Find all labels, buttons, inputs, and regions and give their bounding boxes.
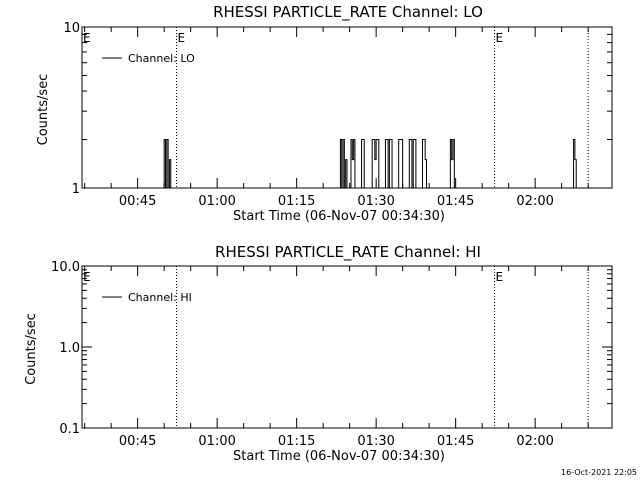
x-tick-label: 00:45: [119, 434, 156, 449]
generation-timestamp: 16-Oct-2021 22:05: [561, 468, 637, 477]
hi-legend-label: Channel: HI: [128, 291, 192, 304]
lo-y-axis: 1 10: [63, 21, 612, 197]
hi-y-axis-label: Counts/sec: [24, 313, 39, 385]
event-marker-label: E: [496, 31, 504, 45]
x-tick-label: 01:00: [198, 434, 235, 449]
lo-legend: Channel: LO: [102, 52, 195, 65]
lo-chart-title: RHESSI PARTICLE_RATE Channel: LO: [213, 3, 483, 22]
y-tick-label: 1.0: [59, 341, 80, 356]
hi-x-axis: 00:45 01:00 01:15 01:30 01:45 02:00: [84, 266, 589, 449]
hi-event-lines: E: [176, 266, 589, 428]
x-tick-label: 02:00: [516, 434, 553, 449]
lo-edge-marker: E: [83, 31, 91, 45]
lo-y-axis-label: Counts/sec: [36, 74, 51, 146]
x-tick-label: 01:45: [437, 434, 474, 449]
hi-y-axis: 0.1 1.0 10.0: [51, 260, 612, 437]
x-tick-label: 01:45: [437, 194, 474, 209]
y-tick-label: 0.1: [59, 422, 80, 437]
lo-x-axis-label: Start Time (06-Nov-07 00:34:30): [233, 209, 445, 224]
lo-channel-panel: RHESSI PARTICLE_RATE Channel: LO 1 10 00:…: [36, 3, 613, 224]
x-tick-label: 01:30: [357, 194, 394, 209]
y-tick-label: 10.0: [51, 260, 80, 275]
hi-channel-panel: RHESSI PARTICLE_RATE Channel: HI 0.1 1.0 1…: [24, 243, 613, 464]
x-tick-label: 01:15: [278, 434, 315, 449]
hi-chart-title: RHESSI PARTICLE_RATE Channel: HI: [215, 243, 481, 262]
hi-legend: Channel: HI: [102, 291, 192, 304]
series-line: [162, 139, 578, 189]
y-tick-label: 10: [63, 21, 80, 36]
y-tick-label: 1: [72, 182, 80, 197]
lo-series-layer: [162, 139, 578, 189]
lo-x-axis: 00:45 01:00 01:15 01:30 01:45 02:00: [84, 27, 589, 209]
x-tick-label: 00:45: [119, 194, 156, 209]
x-tick-label: 02:00: [516, 194, 553, 209]
hi-x-axis-label: Start Time (06-Nov-07 00:34:30): [233, 449, 445, 464]
event-marker-label: E: [496, 270, 504, 284]
hi-edge-marker: E: [83, 270, 91, 284]
lo-legend-label: Channel: LO: [128, 52, 195, 65]
x-tick-label: 01:15: [278, 194, 315, 209]
event-marker-label: E: [178, 31, 186, 45]
x-tick-label: 01:00: [198, 194, 235, 209]
x-tick-label: 01:30: [357, 434, 394, 449]
